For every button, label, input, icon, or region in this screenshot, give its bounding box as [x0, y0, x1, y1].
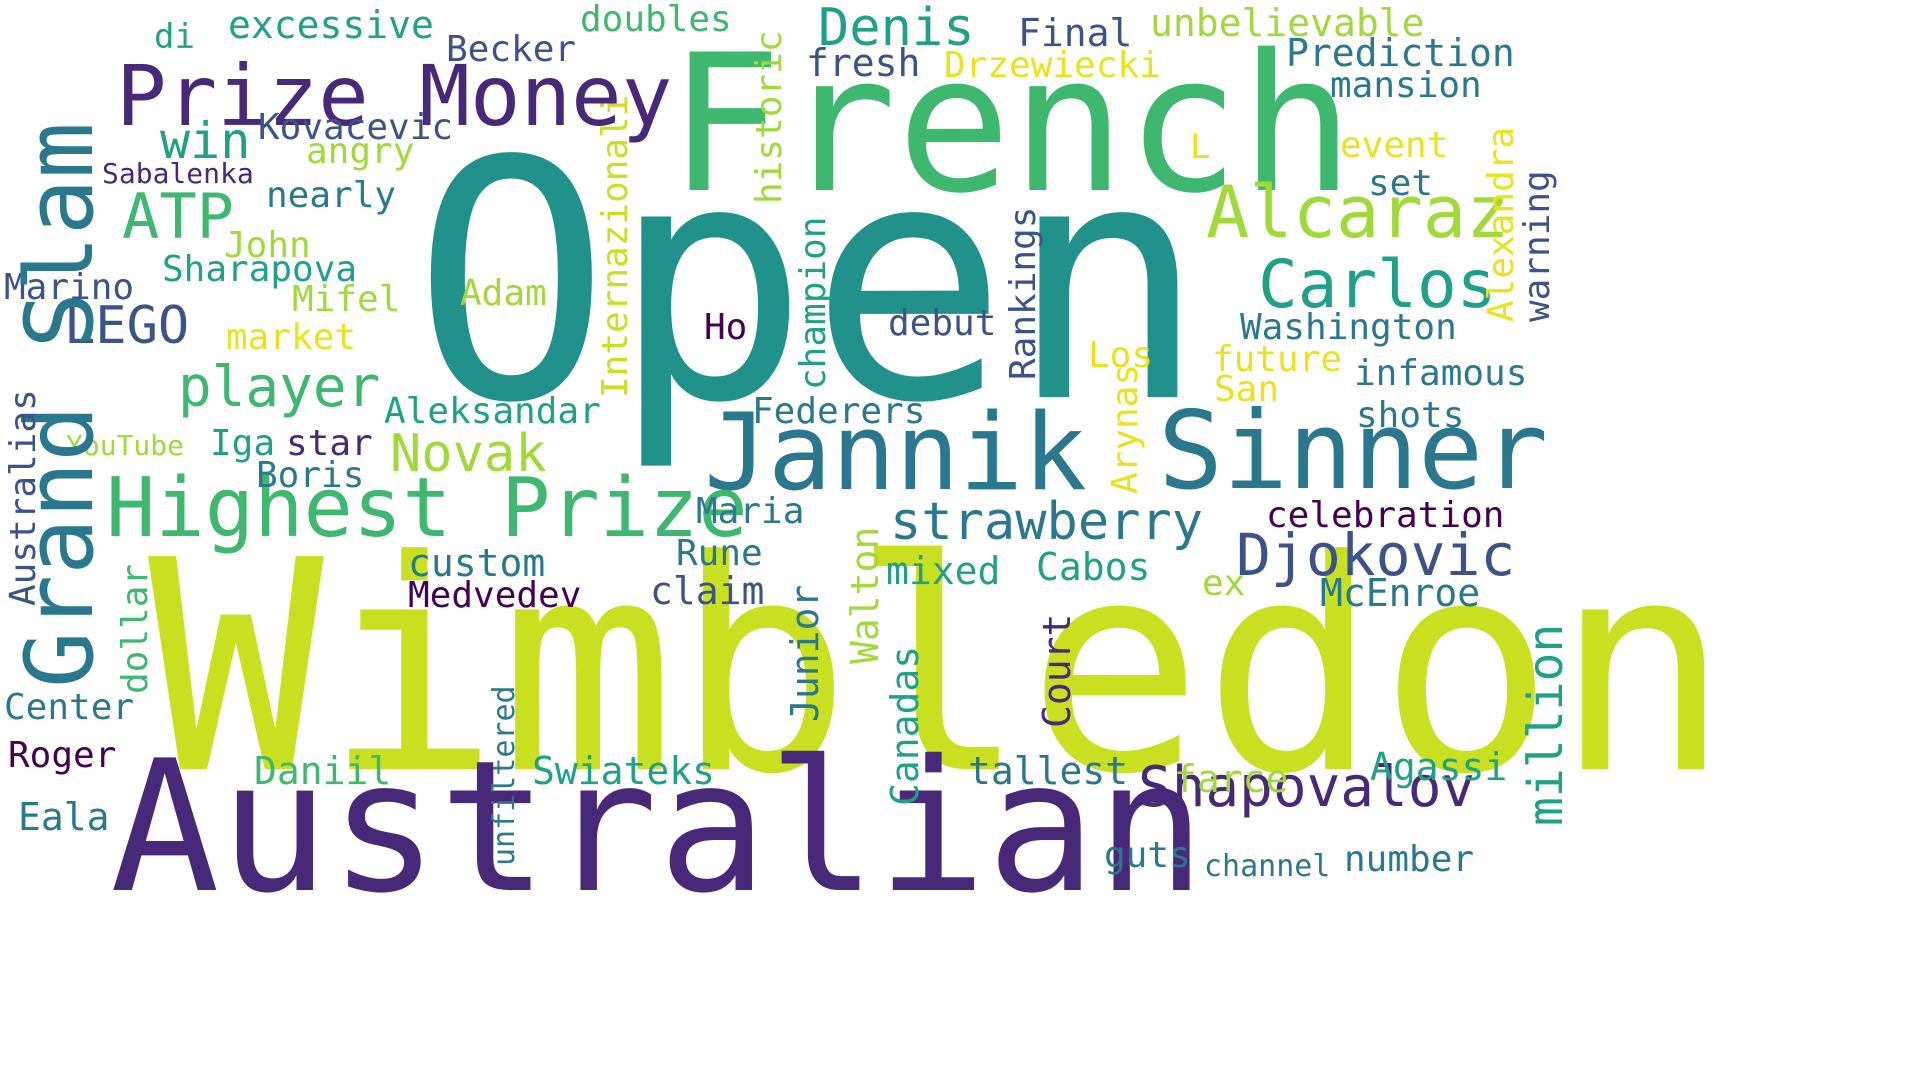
word-event: event — [1340, 125, 1449, 166]
word-future: future — [1212, 339, 1343, 380]
word-highest-prize: Highest Prize — [106, 461, 748, 556]
word-washington: Washington — [1240, 307, 1457, 348]
word-star: star — [286, 423, 373, 464]
word-daniil: Daniil — [254, 749, 392, 793]
word-guts: guts — [1104, 835, 1191, 876]
word-champion: champion — [793, 216, 834, 390]
word-rune: Rune — [676, 533, 763, 574]
word-australian: Australian — [110, 721, 1206, 933]
word-channel: channel — [1204, 849, 1331, 884]
word-jannik: Jannik — [704, 391, 1087, 514]
word-open: Open — [412, 91, 1207, 475]
word-farce: farce — [1174, 757, 1289, 801]
word-l: L — [1190, 127, 1211, 167]
word-denis: Denis — [818, 0, 975, 58]
word-prize-money: Prize Money — [116, 47, 673, 145]
word-youtube: YouTube — [66, 429, 185, 462]
word-alcaraz: Alcaraz — [1206, 170, 1510, 254]
word-rankings: Rankings — [1003, 206, 1044, 380]
word-mixed: mixed — [886, 549, 1001, 593]
word-los: Los — [1088, 335, 1154, 376]
word-strawberry: strawberry — [890, 492, 1204, 552]
word-nearly: nearly — [266, 175, 397, 216]
word-center: Center — [4, 687, 135, 728]
word-san: San — [1214, 369, 1280, 410]
word-eala: Eala — [18, 795, 110, 839]
word-historic: historic — [749, 30, 790, 204]
word-dollar: dollar — [115, 563, 156, 694]
word-alexandra: Alexandra — [1481, 126, 1522, 322]
word-drzewiecki: Drzewiecki — [944, 45, 1161, 86]
word-medvedev: Medvedev — [408, 575, 582, 616]
word-australias: Australias — [3, 389, 44, 606]
word-lego: LEGO — [64, 296, 190, 356]
word-swiateks: Swiateks — [532, 749, 716, 793]
word-maria: Maria — [696, 491, 805, 532]
word-atp: ATP — [122, 180, 234, 253]
word-john: John — [224, 225, 311, 266]
word-market: market — [226, 317, 357, 358]
word-marino: Marino — [4, 267, 135, 308]
word-debut: debut — [888, 303, 997, 344]
word-carlos: Carlos — [1258, 246, 1497, 323]
word-shots: shots — [1356, 395, 1465, 436]
word-ho: Ho — [704, 307, 748, 348]
word-mcenroe: McEnroe — [1320, 571, 1481, 615]
word-excessive: excessive — [228, 3, 434, 47]
word-custom: custom — [408, 541, 546, 585]
word-player: player — [178, 355, 381, 420]
word-internazionali: Internazionali — [595, 94, 636, 398]
word-agassi: Agassi — [1370, 745, 1508, 789]
word-djokovic: Djokovic — [1236, 521, 1516, 589]
word-walton: Walton — [843, 526, 887, 664]
word-tallest: tallest — [968, 749, 1129, 793]
word-arynas: Arynas — [1105, 363, 1146, 494]
word-sabalenka: Sabalenka — [102, 157, 254, 190]
word-unfiltered: unfiltered — [487, 685, 522, 866]
word-ex: ex — [1202, 563, 1246, 604]
word-infamous: infamous — [1354, 353, 1528, 394]
word-mansion: mansion — [1330, 65, 1482, 106]
word-warning: warning — [1517, 170, 1558, 322]
word-becker: Becker — [446, 29, 577, 70]
word-set: set — [1368, 163, 1434, 204]
word-fresh: fresh — [806, 41, 921, 85]
word-federers: Federers — [752, 391, 926, 432]
word-junior: Junior — [783, 584, 827, 722]
word-claim: claim — [650, 569, 765, 613]
word-final: Final — [1018, 11, 1133, 55]
word-angry: angry — [306, 131, 415, 172]
word-french: French — [668, 14, 1355, 235]
word-boris: Boris — [256, 455, 365, 496]
word-doubles: doubles — [580, 0, 732, 40]
word-roger: Roger — [8, 735, 117, 776]
word-novak: Novak — [390, 424, 547, 484]
word-celebration: celebration — [1266, 495, 1505, 536]
word-sinner: Sinner — [1158, 389, 1549, 514]
word-adam: Adam — [460, 273, 547, 314]
word-wimbledon: Wimbledon — [148, 498, 1731, 838]
word-mifel: Mifel — [292, 279, 401, 320]
word-sharapova: Sharapova — [162, 249, 358, 290]
word-prediction: Prediction — [1286, 31, 1515, 75]
word-court: Court — [1035, 613, 1079, 728]
word-aleksandar: Aleksandar — [384, 391, 601, 432]
word-million: million — [1518, 623, 1574, 826]
word-cabos: Cabos — [1036, 545, 1151, 589]
word-shapovalov: Shapovalov — [1138, 755, 1476, 820]
word-canadas: Canadas — [883, 645, 927, 806]
word-kovacevic: Kovacevic — [258, 107, 454, 148]
word-number: number — [1344, 839, 1475, 880]
word-win: win — [160, 112, 251, 170]
word-di: di — [154, 17, 195, 57]
word-iga: Iga — [210, 423, 276, 464]
word-unbelievable: unbelievable — [1150, 1, 1425, 45]
